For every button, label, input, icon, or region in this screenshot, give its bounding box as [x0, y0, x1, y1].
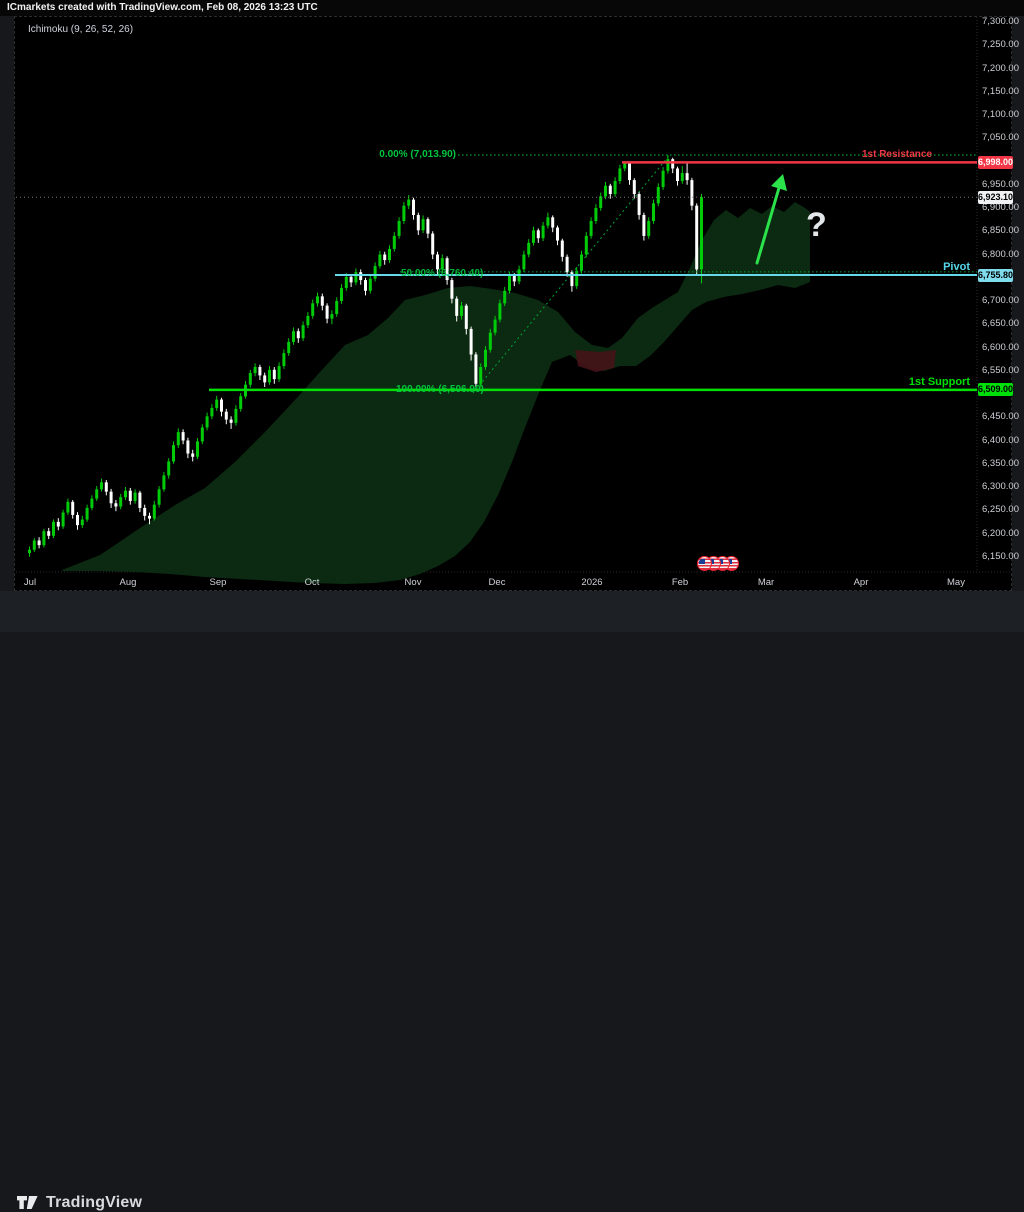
pivot-badge: 6,755.80 — [978, 268, 1014, 282]
price-tick: 6,250.00 — [982, 504, 1019, 516]
tradingview-logo-icon — [16, 1193, 39, 1212]
us-flag-event-icon[interactable] — [697, 556, 712, 571]
price-tick: 6,300.00 — [982, 481, 1019, 492]
resistance-label: 1st Resistance — [861, 149, 933, 160]
time-tick: 2026 — [581, 577, 603, 588]
price-tick: 6,150.00 — [982, 550, 1019, 562]
support-badge: 6,509.00 — [978, 383, 1014, 397]
flag-canton — [699, 559, 705, 564]
time-tick: Feb — [671, 577, 689, 588]
price-tick: 7,200.00 — [982, 62, 1019, 74]
time-tick: Sep — [209, 577, 227, 588]
price-tick: 6,200.00 — [982, 527, 1019, 539]
fib-50-label: 50.00% (6,760.40) — [401, 268, 484, 279]
time-tick: Nov — [404, 577, 422, 588]
time-tick: Dec — [488, 577, 506, 588]
price-tick: 6,850.00 — [982, 225, 1019, 237]
time-tick: May — [947, 577, 965, 588]
price-tick: 6,700.00 — [982, 295, 1019, 306]
tradingview-brand-text: TradingView — [46, 1193, 143, 1211]
price-tick: 6,800.00 — [982, 248, 1019, 260]
attribution-text: ICmarkets created with TradingView.com, … — [7, 2, 318, 13]
time-tick: Jul — [23, 577, 37, 588]
resistance-badge: 6,998.00 — [978, 155, 1014, 169]
fib-0-label: 0.00% (7,013.90) — [379, 149, 456, 160]
price-tick: 6,600.00 — [982, 341, 1019, 353]
price-tick: 6,550.00 — [982, 364, 1019, 376]
footer: TradingView — [0, 591, 1024, 1211]
support-label: 1st Support — [908, 376, 970, 388]
price-tick: 6,950.00 — [982, 178, 1019, 190]
price-tick: 6,350.00 — [982, 457, 1019, 469]
price-tick: 7,300.00 — [982, 16, 1019, 27]
attribution-bar: ICmarkets created with TradingView.com, … — [0, 0, 1024, 16]
time-tick: Mar — [757, 577, 775, 588]
pivot-label: Pivot — [943, 261, 970, 273]
time-tick: Apr — [853, 577, 869, 588]
indicator-title: Ichimoku (9, 26, 52, 26) — [28, 24, 134, 35]
price-tick: 6,900.00 — [982, 202, 1019, 213]
price-tick: 7,150.00 — [982, 85, 1019, 97]
price-tick: 6,650.00 — [982, 318, 1019, 330]
price-tick: 7,100.00 — [982, 109, 1019, 120]
question-mark-annotation: ? — [806, 206, 827, 244]
time-tick: Aug — [119, 577, 137, 588]
price-tick: 7,050.00 — [982, 132, 1019, 144]
chart-panel[interactable] — [14, 16, 1012, 591]
price-tick: 7,250.00 — [982, 39, 1019, 51]
time-tick: Oct — [304, 577, 320, 588]
last-price-badge: 6,923.10 — [978, 190, 1014, 204]
fib-100-label: 100.00% (6,506.90) — [396, 384, 484, 395]
price-tick: 6,400.00 — [982, 434, 1019, 446]
price-tick: 6,450.00 — [982, 411, 1019, 423]
